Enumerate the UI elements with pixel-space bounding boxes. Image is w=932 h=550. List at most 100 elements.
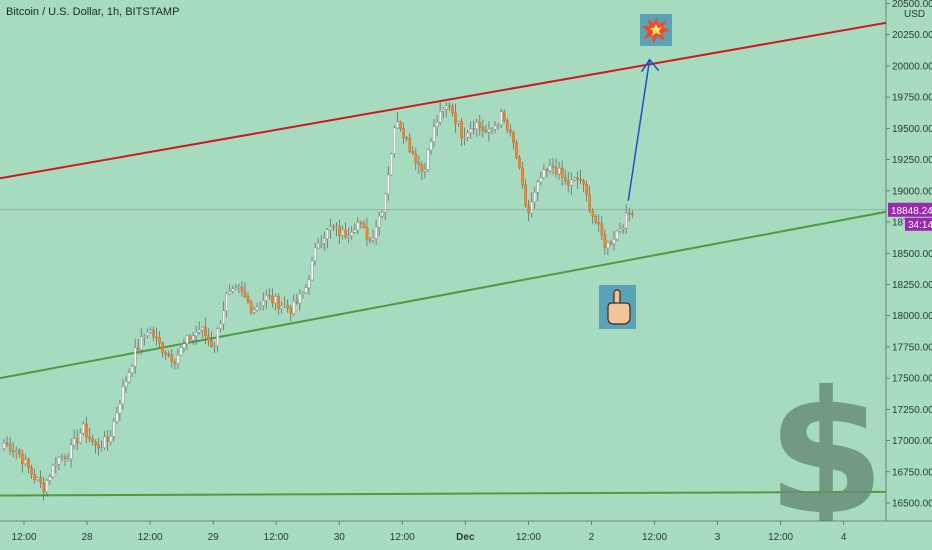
candle — [243, 281, 247, 299]
candle-body — [521, 167, 524, 185]
candle-body — [14, 450, 18, 452]
candle-body — [286, 304, 290, 309]
candle — [27, 457, 30, 474]
candle — [585, 180, 588, 202]
candle — [396, 112, 399, 130]
candle-body — [271, 295, 274, 303]
candle-body — [45, 480, 49, 493]
candle-body — [362, 223, 366, 228]
candle — [524, 179, 527, 208]
candle-body — [628, 212, 631, 215]
candle-body — [240, 286, 244, 292]
candle — [411, 146, 415, 156]
candle — [313, 242, 317, 266]
candle — [576, 171, 579, 190]
candle-body — [390, 153, 393, 176]
candle-body — [402, 128, 405, 139]
candle-body — [576, 177, 579, 180]
candle — [210, 331, 213, 348]
candle-body — [460, 121, 463, 138]
candle-body — [618, 228, 622, 232]
candle — [393, 125, 396, 158]
candle-body — [594, 215, 598, 223]
pointing-hand-icon — [599, 285, 636, 329]
candle-body — [451, 106, 454, 114]
candle — [5, 436, 9, 448]
candle-body — [387, 174, 390, 195]
candle-body — [30, 467, 33, 475]
candle-body — [237, 286, 241, 289]
candle-body — [130, 366, 134, 373]
candle-body — [179, 347, 183, 356]
price-axis[interactable]: 16500.00 16750.00 17000.00 17250.00 17500.00… — [885, 0, 932, 550]
candle-body — [289, 307, 293, 314]
candle — [158, 331, 161, 349]
candle-body — [615, 230, 619, 240]
candle — [506, 118, 509, 134]
candle — [155, 327, 158, 346]
candle-body — [316, 243, 320, 249]
candle — [191, 332, 195, 345]
candle — [310, 256, 314, 282]
candle-body — [82, 423, 85, 434]
time-axis[interactable]: 12:00 28 12:00 29 12:00 30 12:00 Dec 12:00 2 12:00… — [0, 520, 932, 550]
candle-body — [243, 291, 247, 297]
candle-body — [146, 332, 149, 336]
candle — [414, 147, 418, 171]
candle-body — [490, 128, 494, 131]
y-tick-label: 18500.00 — [892, 249, 932, 260]
candle-body — [496, 124, 500, 127]
candle — [341, 225, 344, 240]
candle — [518, 155, 521, 170]
candle-body — [63, 456, 67, 460]
candle — [143, 333, 146, 346]
candle-body — [432, 126, 436, 142]
candle — [582, 178, 585, 193]
candle-body — [570, 179, 573, 186]
candle — [60, 453, 64, 462]
candle — [426, 148, 430, 172]
x-tick-label: 12:00 — [642, 532, 667, 543]
candle — [265, 289, 268, 310]
candle-body — [100, 447, 103, 449]
candle-body — [124, 381, 128, 387]
candle — [11, 441, 15, 458]
candle — [140, 328, 143, 355]
candle — [347, 227, 351, 244]
candle-body — [42, 482, 46, 493]
candle — [109, 429, 113, 446]
candle — [365, 217, 369, 247]
candle — [152, 326, 155, 342]
candle-body — [69, 444, 73, 459]
candle-body — [222, 310, 226, 325]
candle — [533, 186, 537, 209]
candle — [478, 114, 482, 136]
candle — [259, 300, 262, 311]
candle-body — [631, 213, 634, 215]
candle — [548, 159, 552, 174]
candle-body — [417, 162, 421, 165]
candle-body — [204, 326, 207, 337]
candle-body — [265, 294, 268, 301]
candle-body — [262, 300, 265, 306]
candle — [207, 328, 210, 347]
symbol-title: Bitcoin / U.S. Dollar, 1h, BITSTAMP — [6, 6, 180, 18]
candle-body — [429, 141, 433, 151]
candle — [612, 230, 616, 251]
candle-body — [320, 242, 323, 245]
candle-body — [557, 167, 561, 175]
candle — [252, 306, 256, 315]
candle — [271, 288, 274, 308]
candle — [484, 124, 488, 134]
candle — [197, 321, 201, 335]
candle-body — [143, 335, 146, 337]
candle-body — [277, 296, 280, 309]
candle — [448, 101, 451, 112]
candle-body — [560, 167, 564, 178]
candle — [503, 109, 506, 124]
candle-body — [503, 111, 506, 121]
candle — [374, 219, 378, 246]
candle — [335, 222, 338, 237]
